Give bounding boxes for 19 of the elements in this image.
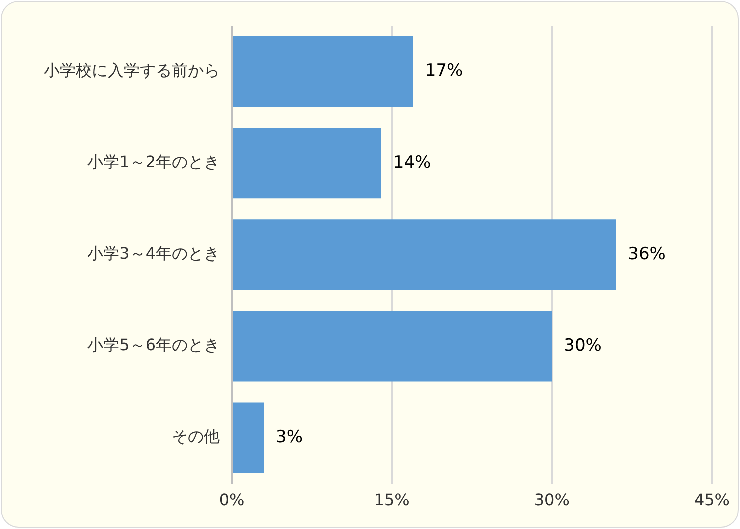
x-tick-label: 45% xyxy=(694,490,730,510)
y-tick-label: 小学3～4年のとき xyxy=(88,244,220,264)
bar xyxy=(233,36,414,108)
data-label: 3% xyxy=(276,427,303,448)
y-tick-label: 小学5～6年のとき xyxy=(88,336,220,355)
data-label: 30% xyxy=(564,336,602,356)
bar xyxy=(233,220,616,290)
x-tick-label: 30% xyxy=(534,490,570,510)
bar xyxy=(233,128,382,199)
x-tick-label: 0% xyxy=(219,490,245,510)
data-label: 17% xyxy=(425,61,464,82)
y-tick-label: その他 xyxy=(172,427,220,446)
data-label: 36% xyxy=(628,244,666,264)
y-tick-label: 小学1～2年のとき xyxy=(88,152,220,172)
bar xyxy=(233,311,552,382)
data-label: 14% xyxy=(393,152,432,173)
bar xyxy=(233,402,264,474)
x-tick-label: 15% xyxy=(374,490,410,510)
y-tick-label: 小学校に入学する前から xyxy=(44,60,220,80)
